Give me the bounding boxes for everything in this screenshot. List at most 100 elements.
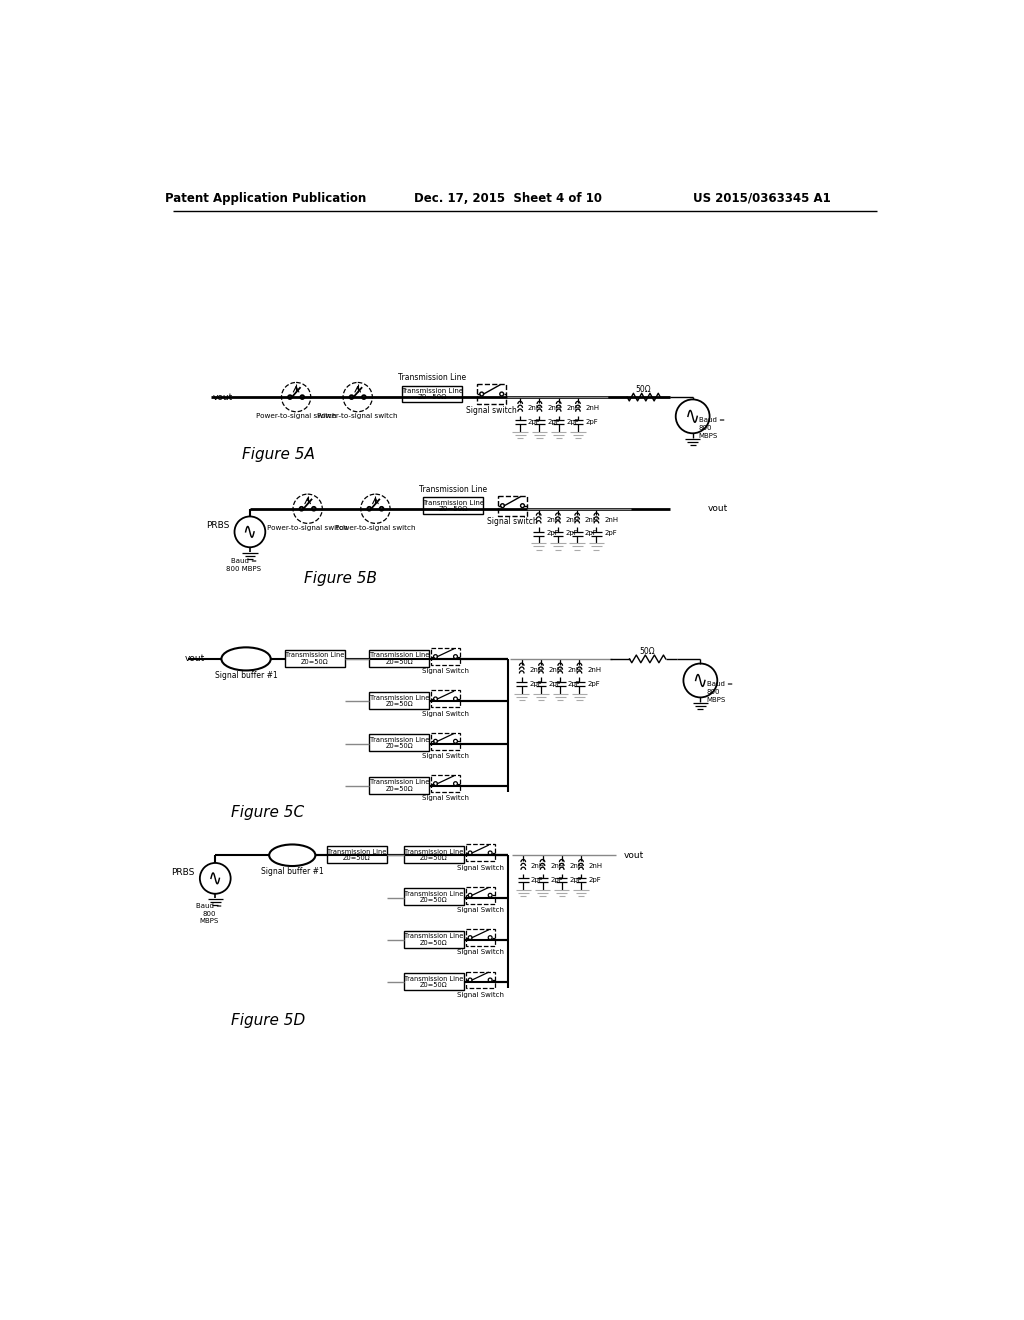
- Text: Z0=50Ω: Z0=50Ω: [418, 395, 447, 400]
- Text: Transmission Line: Transmission Line: [370, 737, 429, 743]
- Circle shape: [200, 863, 230, 894]
- Text: PRBS: PRBS: [171, 867, 195, 876]
- Text: Figure 5D: Figure 5D: [230, 1014, 305, 1028]
- Circle shape: [468, 851, 472, 855]
- Text: Figure 5C: Figure 5C: [230, 805, 304, 821]
- Bar: [370, 692, 429, 709]
- Circle shape: [468, 894, 472, 898]
- Text: 2pF: 2pF: [565, 531, 579, 536]
- Text: Transmission Line: Transmission Line: [285, 652, 344, 659]
- Circle shape: [433, 697, 437, 701]
- Text: Signal Switch: Signal Switch: [422, 668, 469, 675]
- Circle shape: [349, 395, 353, 399]
- Text: vout: vout: [184, 655, 205, 664]
- Text: Z0=50Ω: Z0=50Ω: [385, 785, 413, 792]
- Circle shape: [433, 655, 437, 659]
- Text: 2pF: 2pF: [547, 418, 560, 425]
- Text: 2pF: 2pF: [549, 681, 561, 686]
- Circle shape: [312, 507, 315, 511]
- Bar: [466, 845, 495, 862]
- Text: Signal Switch: Signal Switch: [457, 907, 504, 913]
- Bar: [285, 649, 345, 667]
- Bar: [431, 648, 460, 665]
- Text: Power-to-signal switch: Power-to-signal switch: [317, 413, 398, 420]
- Text: 2nH: 2nH: [531, 863, 545, 869]
- Text: Transmission Line: Transmission Line: [404, 933, 464, 940]
- Bar: [403, 846, 464, 863]
- Text: 800: 800: [707, 689, 720, 696]
- Text: MBPS: MBPS: [707, 697, 726, 702]
- Text: Z0=50Ω: Z0=50Ω: [420, 982, 447, 987]
- Text: Power-to-signal switch: Power-to-signal switch: [267, 525, 348, 531]
- Text: Transmission Line: Transmission Line: [419, 484, 487, 494]
- Text: 2nH: 2nH: [547, 405, 561, 411]
- Text: Z0=50Ω: Z0=50Ω: [420, 855, 447, 861]
- Text: Transmission Line: Transmission Line: [328, 849, 387, 854]
- Text: Signal Switch: Signal Switch: [422, 710, 469, 717]
- Text: US 2015/0363345 A1: US 2015/0363345 A1: [693, 191, 830, 205]
- Text: Figure 5B: Figure 5B: [304, 570, 377, 586]
- Text: Signal Switch: Signal Switch: [457, 865, 504, 871]
- Text: 2pF: 2pF: [550, 876, 563, 883]
- Circle shape: [380, 507, 384, 511]
- Text: Power-to-signal switch: Power-to-signal switch: [335, 525, 416, 531]
- Circle shape: [520, 504, 524, 508]
- Bar: [477, 384, 506, 404]
- Text: Transmission Line: Transmission Line: [398, 374, 467, 383]
- Text: Z0=50Ω: Z0=50Ω: [420, 898, 447, 903]
- Circle shape: [488, 894, 493, 898]
- Circle shape: [368, 507, 371, 511]
- Text: 800 MBPS: 800 MBPS: [226, 566, 261, 572]
- Bar: [466, 887, 495, 904]
- Bar: [370, 649, 429, 667]
- Circle shape: [676, 400, 710, 433]
- Text: Z0=50Ω: Z0=50Ω: [420, 940, 447, 945]
- Text: vout: vout: [708, 504, 728, 513]
- Text: vout: vout: [213, 392, 233, 401]
- Text: Z0=50Ω: Z0=50Ω: [385, 659, 413, 664]
- Bar: [431, 733, 460, 750]
- Text: 800: 800: [203, 911, 216, 917]
- Text: 2pF: 2pF: [547, 531, 559, 536]
- Text: Baud =: Baud =: [698, 417, 725, 424]
- Text: Z0=50Ω: Z0=50Ω: [301, 659, 329, 664]
- Text: 2pF: 2pF: [531, 876, 544, 883]
- Text: 2nH: 2nH: [589, 863, 603, 869]
- Text: Baud =: Baud =: [707, 681, 732, 688]
- Bar: [327, 846, 387, 863]
- Text: 2pF: 2pF: [586, 418, 598, 425]
- Circle shape: [488, 936, 493, 940]
- Text: Transmission Line: Transmission Line: [404, 975, 464, 982]
- Bar: [403, 973, 464, 990]
- Circle shape: [288, 395, 292, 399]
- Bar: [370, 734, 429, 751]
- Circle shape: [501, 504, 505, 508]
- Text: 2nH: 2nH: [549, 667, 563, 673]
- Circle shape: [433, 739, 437, 743]
- Text: Z0=50Ω: Z0=50Ω: [385, 743, 413, 750]
- Circle shape: [433, 781, 437, 785]
- Text: Transmission Line: Transmission Line: [370, 694, 429, 701]
- Text: Transmission Line: Transmission Line: [422, 500, 484, 506]
- Circle shape: [361, 395, 366, 399]
- Text: 2pF: 2pF: [529, 681, 542, 686]
- Circle shape: [234, 516, 265, 548]
- Bar: [423, 498, 483, 515]
- Text: Z0=50Ω: Z0=50Ω: [343, 855, 371, 861]
- Circle shape: [454, 697, 458, 701]
- Circle shape: [480, 392, 483, 396]
- Text: MBPS: MBPS: [698, 433, 718, 438]
- Text: 2nH: 2nH: [529, 667, 544, 673]
- Ellipse shape: [221, 647, 270, 671]
- Text: 2nH: 2nH: [565, 516, 580, 523]
- Text: 2pF: 2pF: [566, 418, 580, 425]
- Text: 2pF: 2pF: [587, 681, 600, 686]
- Text: 2nH: 2nH: [569, 863, 584, 869]
- Ellipse shape: [269, 845, 315, 866]
- Text: vout: vout: [624, 851, 644, 859]
- Bar: [431, 775, 460, 792]
- Bar: [403, 888, 464, 906]
- Bar: [466, 929, 495, 946]
- Circle shape: [500, 392, 504, 396]
- Circle shape: [454, 655, 458, 659]
